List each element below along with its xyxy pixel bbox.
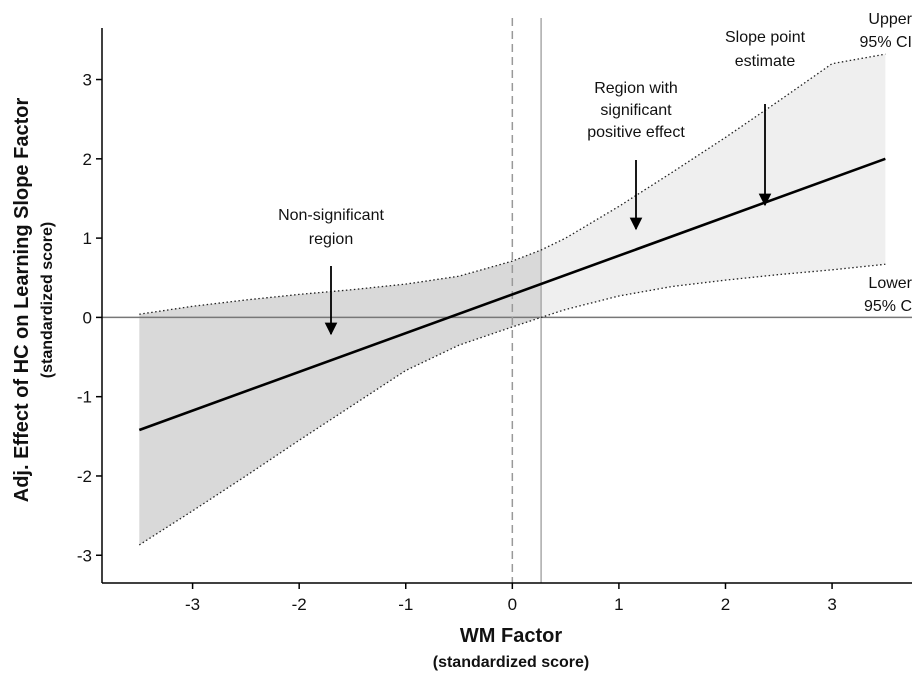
- annotation-line: positive effect: [587, 124, 685, 141]
- annotation-upper: Upper 95% CI: [860, 11, 913, 51]
- annotation-line: 95% CI: [860, 34, 912, 51]
- annotation-line: region: [309, 231, 353, 248]
- x-tick-label: 3: [827, 595, 836, 614]
- annotation-line: Region with: [594, 80, 678, 97]
- nonsignificant-band: [139, 250, 542, 545]
- annotation-line: Upper: [868, 11, 912, 28]
- significant-band: [541, 54, 886, 318]
- y-axis-subtitle: (standardized score): [39, 222, 56, 378]
- y-axis-title: Adj. Effect of HC on Learning Slope Fact…: [11, 98, 33, 503]
- annotation-lower: Lower 95% C: [864, 275, 913, 315]
- annotation-line: significant: [600, 102, 672, 119]
- x-tick-label: 2: [721, 595, 730, 614]
- x-tick-label: -2: [292, 595, 307, 614]
- axes: -3 -2 -1 0 1 2 3 -3 -2 -1 0 1 2 3: [77, 28, 912, 614]
- annotation-line: estimate: [735, 53, 796, 70]
- annotation-slope: Slope point estimate: [725, 29, 806, 70]
- annotation-line: Slope point: [725, 29, 806, 46]
- lower-ci-line: [138, 263, 886, 546]
- y-tick-label: 2: [83, 150, 92, 169]
- upper-ci-line: [139, 53, 886, 315]
- annotation-line: Non-significant: [278, 207, 384, 224]
- x-tick-label: -3: [185, 595, 200, 614]
- y-tick-label: -3: [77, 546, 92, 565]
- y-tick-label: 0: [83, 308, 92, 327]
- annotation-line: 95% C: [864, 298, 912, 315]
- x-axis-subtitle: (standardized score): [433, 654, 589, 671]
- x-tick-label: 1: [614, 595, 623, 614]
- annotation-line: Lower: [868, 275, 912, 292]
- x-tick-label: 0: [508, 595, 517, 614]
- x-tick-label: -1: [398, 595, 413, 614]
- y-tick-label: 1: [83, 229, 92, 248]
- y-tick-label: -1: [77, 388, 92, 407]
- y-tick-label: -2: [77, 467, 92, 486]
- x-axis-title: WM Factor: [460, 625, 562, 647]
- y-tick-label: 3: [83, 71, 92, 90]
- annotations: Non-significant region Region with signific…: [278, 11, 913, 336]
- annotation-sigpos: Region with significant positive effect: [587, 80, 685, 141]
- reference-lines: [102, 18, 912, 583]
- annotation-nonsig: Non-significant region: [278, 207, 384, 248]
